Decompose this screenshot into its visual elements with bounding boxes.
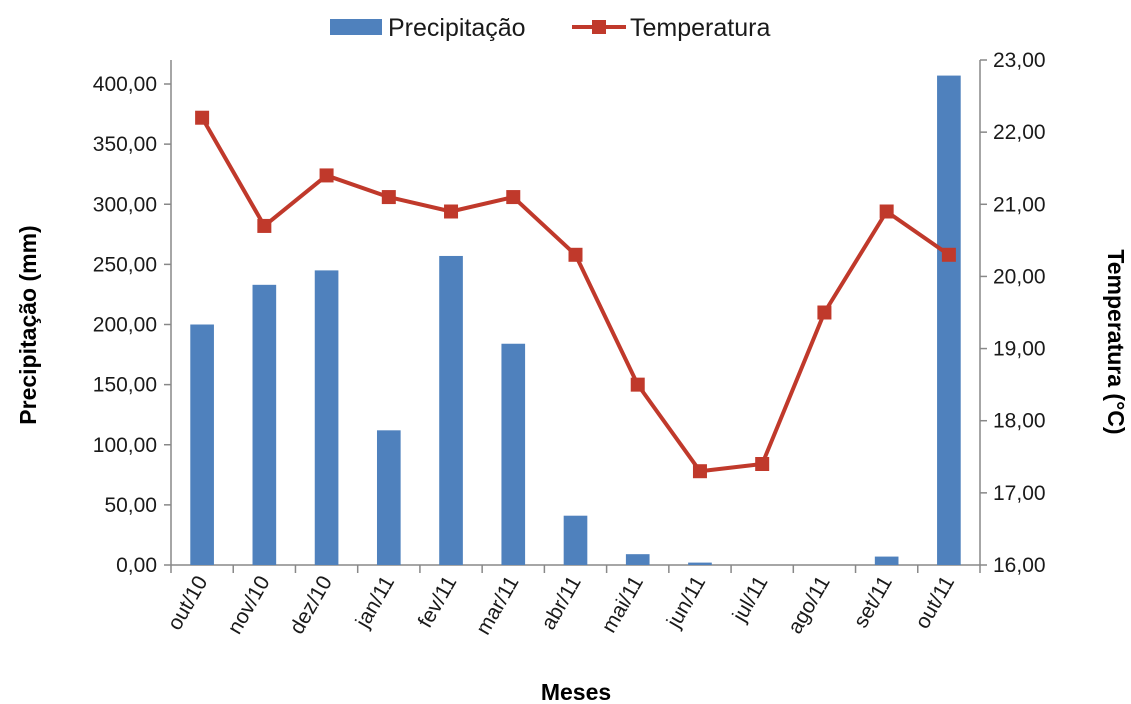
y-tick-label: 150,00 (93, 374, 157, 397)
legend-label-temperatura: Temperatura (630, 14, 770, 42)
temperature-polyline (200, 116, 951, 474)
temperature-point-set-11 (879, 204, 894, 219)
y2-tick-label: 22,00 (993, 121, 1046, 144)
axes (170, 60, 981, 566)
y2-tick-label: 20,00 (993, 265, 1046, 288)
legend-swatch-precipitacao (330, 19, 382, 35)
x-axis-ticks: out/10 nov/10 dez/10 jan/11 fev/11 mar/11 abr/… (163, 565, 981, 639)
x-tick-label: jul/11 (728, 572, 773, 627)
y-tick-label: 400,00 (93, 73, 157, 96)
temperature-point-ago-11 (817, 305, 832, 320)
y2-axis-ticks: 16,00 17,00 18,00 19,00 20,00 21,00 22,00 23,00 (980, 49, 1046, 577)
temperature-point-fev-11 (444, 204, 459, 219)
x-axis-title: Meses (541, 679, 611, 704)
bar-fev-11 (439, 255, 463, 565)
bar-jan-11 (376, 430, 401, 565)
legend-label-precipitacao: Precipitação (388, 14, 526, 42)
y2-tick-label: 19,00 (993, 338, 1046, 361)
temperature-point-dez-10 (319, 168, 334, 183)
y2-tick-label: 21,00 (993, 193, 1046, 216)
x-tick-label: ago/11 (783, 572, 834, 638)
bar-abr-11 (563, 515, 588, 565)
bar-nov-10 (252, 284, 277, 565)
temperature-point-jul-11 (755, 457, 770, 471)
temperature-point-nov-10 (257, 218, 272, 233)
bar-mar-11 (501, 343, 526, 565)
x-tick-label: set/11 (849, 572, 897, 632)
bar-dez-10 (314, 270, 339, 565)
bar-set-11 (874, 556, 899, 565)
legend: Precipitação Temperatura (330, 14, 770, 42)
temperature-point-jan-11 (381, 190, 396, 205)
x-tick-label: out/11 (911, 572, 959, 633)
bar-out-10 (190, 324, 214, 565)
y-tick-label: 250,00 (93, 253, 157, 276)
x-tick-label: mar/11 (472, 572, 524, 639)
bar-jun-11 (688, 562, 712, 565)
y2-tick-label: 16,00 (993, 554, 1046, 577)
temperature-point-jun-11 (692, 464, 707, 479)
y2-axis-title: Temperatura (°C) (1103, 249, 1129, 434)
temperature-point-mar-11 (506, 190, 521, 205)
bar-out-11 (937, 75, 961, 566)
y-tick-label: 50,00 (104, 494, 157, 517)
x-tick-label: jan/11 (351, 572, 399, 633)
x-tick-label: out/10 (163, 572, 212, 634)
x-tick-label: nov/10 (223, 572, 274, 638)
bar-mai-11 (625, 554, 650, 565)
temperature-point-abr-11 (568, 247, 583, 262)
y-tick-label: 200,00 (93, 314, 157, 337)
x-tick-label: dez/10 (285, 572, 336, 638)
temperature-point-out-10 (195, 110, 210, 125)
y2-tick-label: 18,00 (993, 410, 1046, 433)
y-tick-label: 300,00 (93, 193, 157, 216)
x-tick-label: abr/11 (537, 572, 586, 634)
y2-tick-label: 17,00 (993, 482, 1046, 505)
x-tick-label: jun/11 (662, 572, 710, 633)
temperature-line (195, 110, 956, 479)
temperature-point-out-11 (941, 247, 956, 262)
y2-tick-label: 23,00 (993, 49, 1046, 72)
y-axis-title: Precipitação (mm) (15, 225, 41, 424)
temperature-point-mai-11 (630, 377, 645, 392)
x-tick-label: fev/11 (414, 572, 462, 632)
y-axis-ticks: 0,00 50,00 100,00 150,00 200,00 250,00 300,00 3… (93, 73, 171, 577)
legend-marker-temperatura (592, 20, 606, 34)
y-tick-label: 100,00 (93, 434, 157, 457)
precipitation-bars (190, 75, 961, 566)
y-tick-label: 0,00 (116, 554, 157, 577)
x-tick-label: mai/11 (597, 572, 648, 637)
y-tick-label: 350,00 (93, 133, 157, 156)
